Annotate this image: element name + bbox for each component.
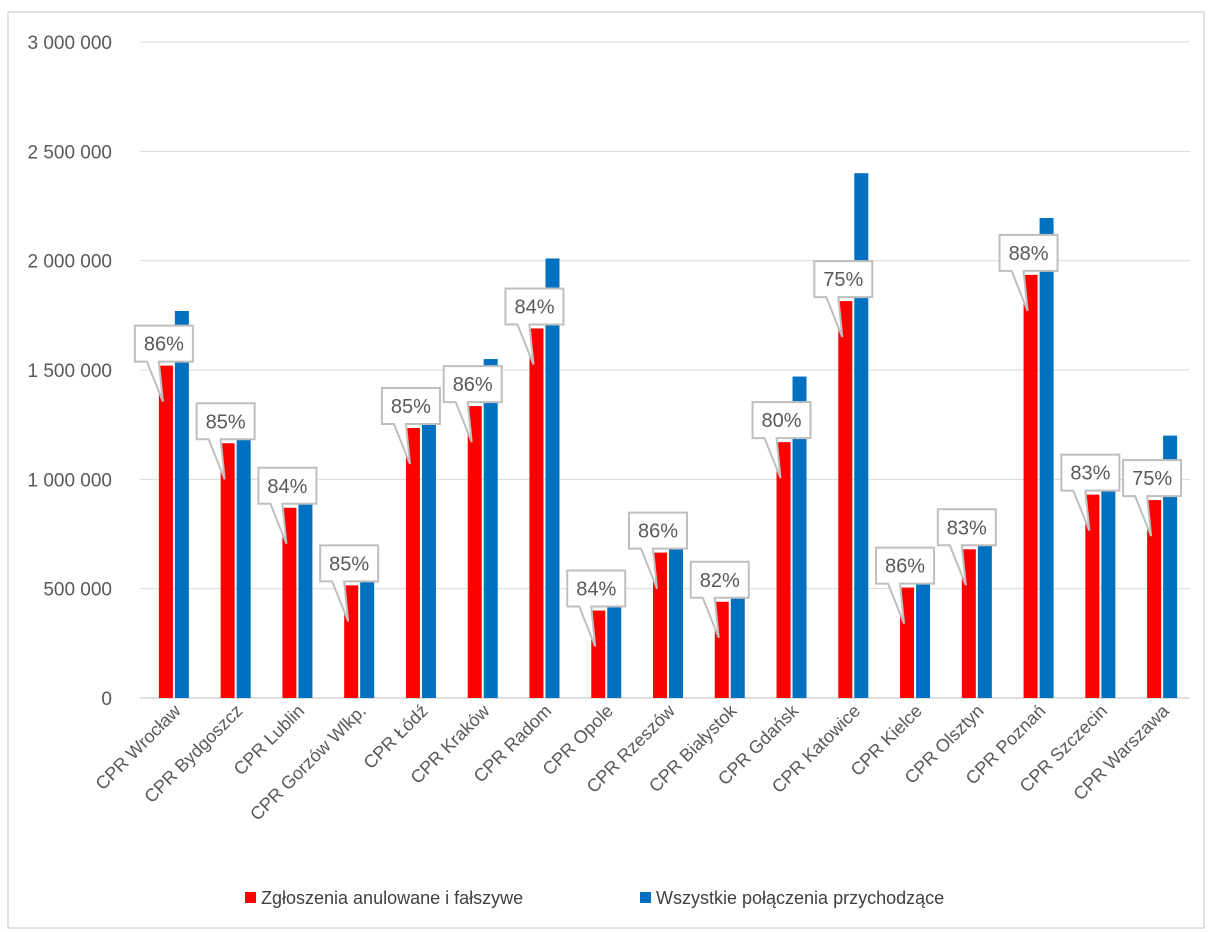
legend: Zgłoszenia anulowane i fałszywe Wszystkie…	[245, 888, 944, 908]
percentage-label: 84%	[267, 476, 307, 498]
y-tick-label: 2 000 000	[27, 252, 112, 273]
bar-all-incoming	[607, 605, 622, 698]
percentage-callout-box	[936, 508, 997, 586]
y-tick-label: 1 000 000	[27, 470, 112, 491]
percentage-callout-box	[133, 324, 194, 402]
percentage-callout-box	[998, 233, 1059, 312]
bar-cancelled-false	[529, 328, 544, 698]
bar-all-incoming	[236, 435, 251, 698]
legend-label-cancelled-false: Zgłoszenia anulowane i fałszywe	[261, 888, 523, 908]
percentage-label: 83%	[1070, 463, 1110, 485]
percentage-callout-box	[751, 401, 812, 479]
y-tick-label: 500 000	[43, 580, 112, 601]
percentage-callout-box	[1122, 459, 1183, 537]
percentage-label: 85%	[391, 396, 431, 418]
bar-cancelled-false	[467, 406, 482, 698]
bar-cancelled-false	[776, 442, 791, 698]
bar-all-incoming	[792, 376, 807, 698]
percentage-label: 86%	[144, 334, 184, 356]
bar-all-incoming	[730, 595, 745, 698]
bars	[158, 173, 1178, 698]
percentage-callout-box	[442, 365, 503, 443]
bar-all-incoming	[360, 577, 375, 698]
y-tick-label: 1 500 000	[27, 361, 112, 382]
percentage-callout-box	[628, 511, 688, 589]
percentage-callout-box	[319, 544, 380, 622]
percentage-label: 86%	[885, 556, 925, 578]
bar-cancelled-false	[1147, 500, 1162, 698]
percentage-callout-box	[257, 466, 318, 545]
percentage-label: 75%	[823, 269, 863, 291]
y-tick-label: 2 500 000	[27, 142, 112, 163]
percentage-label: 84%	[576, 579, 616, 601]
legend-label-all-incoming: Wszystkie połączenia przychodzące	[656, 888, 944, 908]
percentage-callouts: 86% 85% 84% 85% 85% 86% 84% 84% 86% 82% 80% 75% 86% 8…	[133, 233, 1183, 647]
bar-all-incoming	[421, 420, 436, 698]
y-tick-label: 0	[101, 689, 112, 710]
percentage-label: 86%	[638, 521, 678, 543]
bar-cancelled-false	[158, 365, 173, 698]
percentage-label: 85%	[329, 553, 369, 575]
bar-all-incoming	[1101, 486, 1116, 698]
percentage-label: 84%	[514, 296, 554, 318]
bar-cancelled-false	[653, 552, 667, 698]
percentage-label: 85%	[206, 411, 246, 433]
bar-all-incoming	[854, 173, 869, 698]
bar-all-incoming	[483, 359, 498, 698]
bar-cancelled-false	[1085, 494, 1100, 698]
percentage-label: 83%	[947, 517, 987, 539]
percentage-callout-box	[195, 402, 256, 480]
bar-cancelled-false	[282, 507, 297, 698]
percentage-callout-box	[813, 260, 874, 338]
y-axis-tick-labels: 0 500 000 1 000 000 1 500 000 2 000 000 2 500…	[27, 33, 112, 710]
legend-swatch-all-incoming	[640, 892, 651, 903]
bar-all-incoming	[916, 579, 931, 698]
bar-all-incoming	[669, 544, 683, 698]
percentage-callout-box	[504, 287, 565, 365]
percentage-label: 80%	[762, 410, 802, 432]
percentage-callout-box	[689, 560, 750, 639]
bar-cancelled-false	[961, 549, 976, 698]
bar-all-incoming	[298, 501, 313, 698]
bar-all-incoming	[174, 310, 189, 698]
bar-all-incoming	[977, 542, 992, 698]
bar-all-incoming	[545, 258, 560, 698]
percentage-callout-box	[1060, 453, 1121, 532]
bar-all-incoming	[1163, 435, 1178, 698]
bar-cancelled-false	[1023, 274, 1038, 698]
y-tick-label: 3 000 000	[27, 33, 112, 54]
percentage-label: 75%	[1132, 468, 1172, 490]
chart-border	[7, 11, 1205, 929]
bar-cancelled-false	[838, 301, 853, 698]
legend-swatch-cancelled-false	[245, 892, 256, 903]
percentage-callout-box	[380, 386, 441, 465]
percentage-label: 86%	[453, 374, 493, 396]
bar-cancelled-false	[220, 443, 235, 698]
bar-all-incoming	[1039, 218, 1054, 698]
bar-cancelled-false	[405, 427, 420, 698]
percentage-label: 82%	[700, 570, 740, 592]
percentage-label: 88%	[1009, 243, 1049, 265]
percentage-callout-box	[875, 546, 936, 624]
percentage-callout-box	[566, 569, 627, 647]
gridlines	[140, 41, 1190, 699]
